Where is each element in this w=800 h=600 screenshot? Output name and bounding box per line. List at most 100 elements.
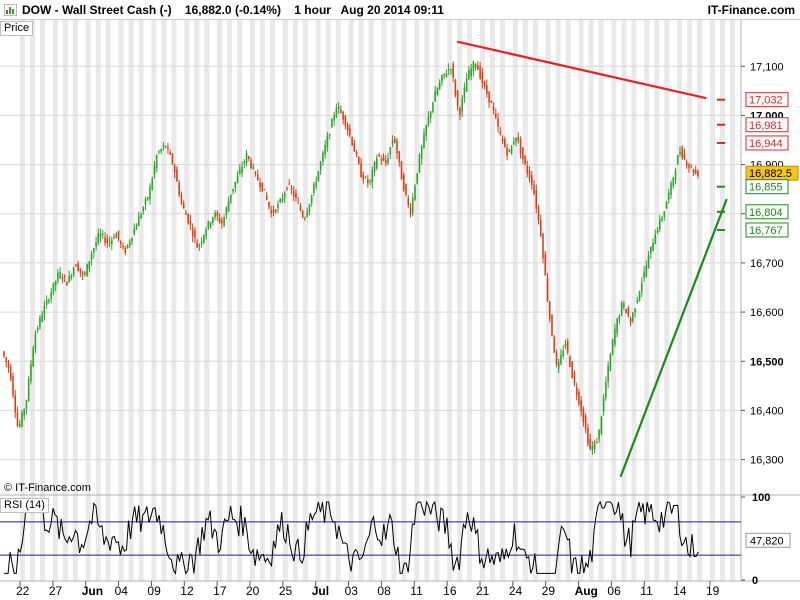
grid-stripe: [237, 20, 243, 581]
price-candle-body: [479, 66, 481, 79]
price-candle-body: [429, 111, 432, 118]
x-tick-label: 04: [115, 584, 129, 598]
price-candle-body: [104, 237, 106, 243]
price-candle-body: [182, 203, 185, 209]
price-candle-body: [351, 137, 353, 146]
level-tag: [745, 179, 789, 195]
price-candle-body: [432, 102, 434, 112]
price-candle-body: [423, 133, 425, 149]
x-tick-label: 21: [476, 584, 490, 598]
price-candle-body: [218, 217, 221, 223]
price-candle-body: [450, 69, 452, 71]
price-candle-body: [582, 409, 585, 422]
price-candle-body: [328, 134, 331, 136]
price-candle-body: [465, 78, 468, 92]
price-candle-body: [149, 186, 151, 200]
price-candle-body: [12, 375, 14, 396]
price-candle-body: [171, 154, 174, 164]
price-candle-body: [638, 291, 641, 301]
price-candle-body: [596, 442, 598, 444]
price-candle-body: [268, 201, 270, 208]
price-candle-body: [360, 163, 362, 178]
price-candle-body: [308, 204, 311, 212]
x-tick-label: 20: [246, 584, 260, 598]
price-candle-body: [661, 218, 663, 221]
price-candle-body: [153, 165, 156, 175]
price-candle-body: [564, 343, 567, 346]
grid-stripe: [161, 20, 167, 581]
grid-stripe: [697, 20, 703, 581]
price-candle-body: [584, 416, 587, 430]
price-candle-body: [530, 175, 533, 185]
grid-stripe: [565, 20, 571, 581]
price-candle-body: [342, 111, 344, 120]
price-candle-body: [409, 207, 412, 215]
price-candle-body: [620, 302, 623, 315]
x-tick-label: 11: [410, 584, 423, 598]
price-candle-body: [310, 195, 313, 204]
price-candle-body: [420, 146, 423, 159]
price-candle-body: [378, 154, 380, 157]
grid-stripe: [138, 20, 144, 581]
price-candle-body: [319, 162, 322, 171]
price-candle-body: [265, 195, 268, 200]
price-candle-body: [634, 308, 636, 313]
grid-stripe: [457, 20, 463, 581]
price-candle-body: [36, 328, 39, 331]
price-candle-body: [66, 281, 68, 286]
price-candle-body: [652, 243, 654, 252]
grid-stripe: [710, 20, 715, 581]
price-candle-body: [79, 268, 82, 273]
price-candle-body: [9, 366, 12, 380]
price-candle-body: [122, 246, 124, 248]
price-candle-body: [14, 395, 17, 413]
grid-stripe: [654, 20, 660, 581]
grid-stripe: [391, 20, 397, 581]
price-candle-body: [605, 381, 607, 398]
price-candle-body: [189, 220, 192, 225]
price-candle-body: [331, 119, 333, 128]
price-candle-body: [694, 169, 697, 174]
price-candle-body: [636, 299, 639, 303]
grid-stripe: [171, 20, 177, 581]
grid-stripe: [631, 20, 637, 581]
x-tick-label: 14: [673, 584, 687, 598]
price-candle-body: [521, 147, 524, 159]
price-candle-body: [185, 212, 187, 215]
price-candle-body: [317, 171, 320, 182]
rsi-tick-label: 100: [752, 492, 770, 504]
grid-stripe: [588, 20, 594, 581]
price-candle-body: [515, 137, 517, 143]
grid-stripe: [30, 20, 35, 581]
price-candle-body: [191, 228, 194, 237]
price-candle-body: [389, 147, 392, 155]
price-axis: 16,30016,40016,50016,60016,70016,80016,9…: [0, 61, 784, 467]
price-candle-body: [155, 155, 158, 169]
price-candle-body: [402, 175, 405, 191]
grid-stripe: [315, 20, 321, 581]
x-tick-label: Jun: [82, 584, 103, 598]
price-candle-body: [438, 82, 441, 90]
price-candle-body: [16, 412, 19, 427]
price-candle-body: [225, 207, 228, 216]
grid-stripe: [687, 20, 693, 581]
grid-stripe: [621, 20, 627, 581]
level-tag-label: 16,981: [749, 120, 783, 132]
price-candle-body: [337, 106, 340, 109]
price-candle-body: [227, 201, 230, 212]
grid-stripe: [500, 20, 505, 581]
chart-title: DOW - Wall Street Cash (-) 16,882.0 (-0.…: [22, 3, 444, 17]
price-candle-body: [591, 445, 594, 450]
price-candle-body: [683, 153, 686, 159]
chart-header: DOW - Wall Street Cash (-) 16,882.0 (-0.…: [0, 0, 800, 20]
price-candle-body: [68, 275, 70, 283]
price-candle-body: [647, 255, 650, 269]
price-candle-body: [187, 213, 189, 223]
price-candle-body: [414, 185, 416, 200]
grid-stripe: [52, 20, 58, 581]
price-candle-body: [178, 182, 180, 196]
price-candle-body: [232, 188, 234, 192]
price-candle-body: [539, 219, 542, 236]
price-candle-body: [506, 147, 508, 156]
price-candle-body: [519, 139, 522, 154]
